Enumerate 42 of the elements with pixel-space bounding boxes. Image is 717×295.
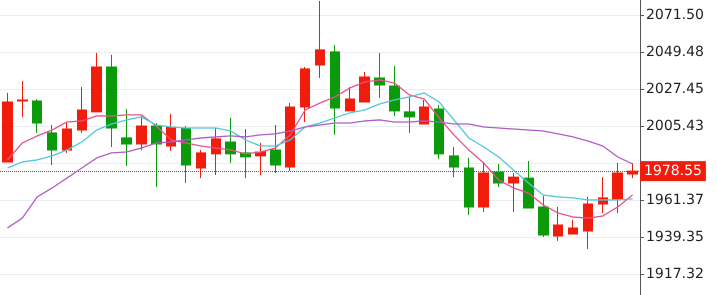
candlestick xyxy=(2,92,13,162)
y-tick-label: 2049.48 xyxy=(646,44,704,60)
candlestick xyxy=(17,80,28,118)
y-tick-label: 2071.50 xyxy=(646,6,704,23)
line-series xyxy=(6,119,634,229)
candlestick xyxy=(449,146,459,178)
candlestick xyxy=(434,104,444,160)
candlestick xyxy=(464,157,474,216)
candlestick xyxy=(151,122,162,188)
candlestick xyxy=(285,102,295,172)
y-tick-label: 1917.32 xyxy=(646,266,704,282)
ref-line-label: 1978.55 xyxy=(644,163,702,180)
candlestick xyxy=(181,125,191,184)
y-tick-label: 2027.45 xyxy=(646,80,704,97)
candlestick xyxy=(583,196,593,250)
candlestick xyxy=(330,44,340,136)
candlestick xyxy=(568,219,578,235)
candlestick xyxy=(359,71,370,102)
y-tick-label: 1961.37 xyxy=(646,192,704,208)
line-series xyxy=(6,79,634,219)
candlestick xyxy=(77,86,87,134)
candlestick xyxy=(106,54,117,148)
candlestick xyxy=(32,98,42,134)
candlestick xyxy=(389,66,400,116)
candlestick xyxy=(315,0,325,78)
candlestick xyxy=(404,96,415,134)
candlestick xyxy=(508,172,519,213)
candlestick xyxy=(300,66,310,122)
candlestick xyxy=(136,115,147,151)
candlestick xyxy=(270,124,281,174)
candlestick xyxy=(345,86,355,112)
candlestick xyxy=(91,52,102,112)
candlestick xyxy=(121,108,132,166)
y-tick-label: 2005.43 xyxy=(646,118,704,134)
candlestick xyxy=(47,124,57,166)
candlestick xyxy=(225,117,236,164)
candlestick xyxy=(419,99,429,124)
candlestick xyxy=(538,196,549,238)
candlestick xyxy=(62,122,72,154)
candlestick xyxy=(553,206,563,242)
line-series xyxy=(6,92,634,201)
y-tick-label: 1939.35 xyxy=(646,228,704,245)
